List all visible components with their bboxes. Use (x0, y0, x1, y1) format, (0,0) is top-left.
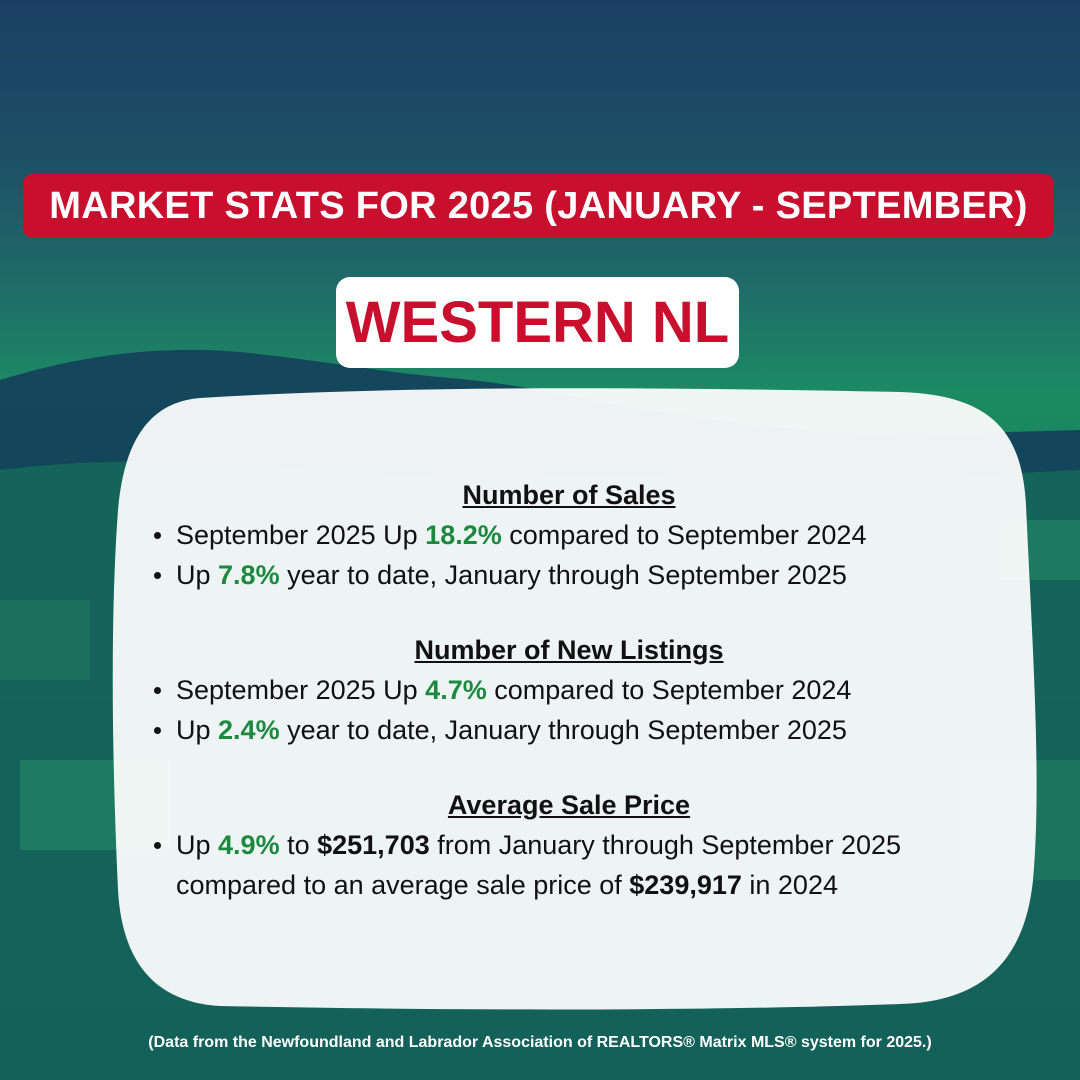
bullet-text: Up (176, 560, 219, 590)
percent-value: 18.2% (425, 520, 502, 550)
list-item: Up 7.8% year to date, January through Se… (154, 555, 1020, 595)
source-footnote: (Data from the Newfoundland and Labrador… (148, 1034, 932, 1051)
bullet-text: in 2024 (741, 870, 838, 900)
list-item: Up 4.9% to $251,703 from January through… (154, 825, 1020, 905)
bullet-text: to (279, 830, 318, 860)
sales-list: September 2025 Up 18.2% compared to Sept… (118, 515, 1020, 595)
bullet-text: September 2025 Up (176, 520, 426, 550)
percent-value: 7.8% (218, 560, 280, 590)
bullet-text: from January through September 2025 comp… (176, 830, 902, 900)
prev-price-value: $239,917 (629, 870, 742, 900)
banner-title: MARKET STATS FOR 2025 (JANUARY - SEPTEMB… (49, 184, 1028, 227)
percent-value: 4.7% (425, 675, 487, 705)
price-list: Up 4.9% to $251,703 from January through… (118, 825, 1020, 905)
listings-list: September 2025 Up 4.7% compared to Septe… (118, 670, 1020, 750)
percent-value: 4.9% (218, 830, 280, 860)
region-title: WESTERN NL (345, 290, 730, 355)
bullet-text: year to date, January through September … (279, 715, 847, 745)
bullet-text: Up (176, 715, 219, 745)
price-section: Average Sale Price Up 4.9% to $251,703 f… (118, 788, 1020, 905)
bullet-text: September 2025 Up (176, 675, 426, 705)
title-banner: MARKET STATS FOR 2025 (JANUARY - SEPTEMB… (23, 174, 1054, 238)
bullet-text: compared to September 2024 (501, 520, 867, 550)
listings-heading: Number of New Listings (414, 635, 724, 665)
percent-value: 2.4% (218, 715, 280, 745)
price-value: $251,703 (317, 830, 430, 860)
list-item: Up 2.4% year to date, January through Se… (154, 710, 1020, 750)
list-item: September 2025 Up 4.7% compared to Septe… (154, 670, 1020, 710)
bullet-text: compared to September 2024 (486, 675, 852, 705)
stats-content: Number of Sales September 2025 Up 18.2% … (118, 478, 1020, 943)
sales-section: Number of Sales September 2025 Up 18.2% … (118, 478, 1020, 595)
list-item: September 2025 Up 18.2% compared to Sept… (154, 515, 1020, 555)
bullet-text: year to date, January through September … (279, 560, 847, 590)
listings-section: Number of New Listings September 2025 Up… (118, 633, 1020, 750)
price-heading: Average Sale Price (447, 790, 691, 820)
sales-heading: Number of Sales (462, 480, 676, 510)
bullet-text: Up (176, 830, 219, 860)
region-badge: WESTERN NL (336, 277, 739, 368)
